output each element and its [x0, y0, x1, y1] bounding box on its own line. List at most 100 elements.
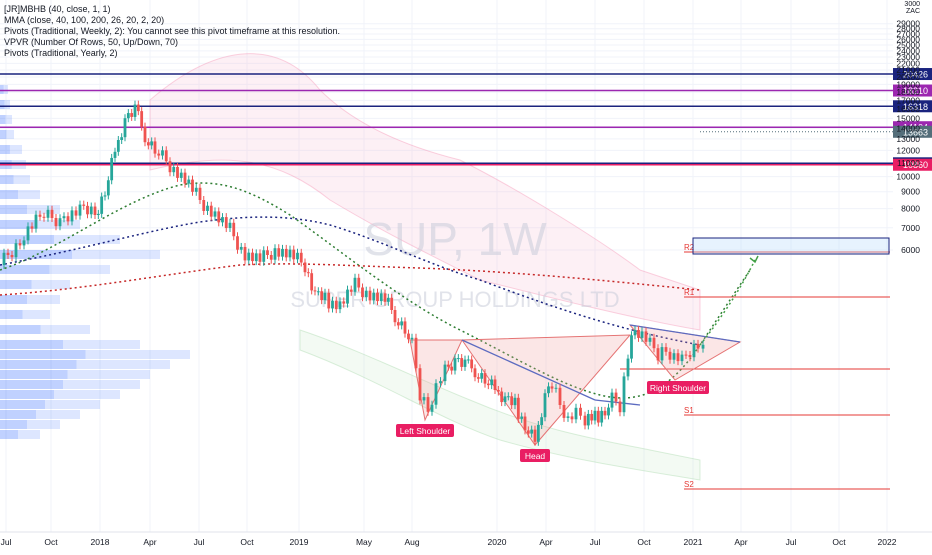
candle-body [626, 358, 630, 377]
candle-body [74, 210, 78, 216]
candle-body [610, 392, 614, 408]
time-tick: May [356, 537, 373, 547]
volume-bar [0, 205, 60, 214]
candle-body [168, 161, 172, 173]
candle-body [583, 415, 587, 426]
candle-body [258, 253, 262, 262]
candle-body [183, 172, 187, 184]
time-tick: Oct [637, 537, 651, 547]
candle-body [410, 337, 414, 340]
candle-body [161, 150, 164, 156]
volume-bar [0, 115, 12, 124]
volume-bar-up [0, 130, 7, 139]
volume-bar [0, 280, 70, 289]
candle-body [150, 141, 154, 146]
price-tick: 8000 [901, 204, 920, 214]
last-price-label: 13663 [903, 127, 928, 137]
candle-body [450, 366, 454, 371]
level-label-box [893, 100, 932, 113]
price-tick: 20000 [896, 72, 920, 82]
volume-bar-up [0, 190, 18, 199]
candle-body [396, 322, 400, 326]
candle-body [503, 396, 507, 403]
candle-body [376, 292, 379, 302]
candle-body [506, 396, 510, 398]
candle-body [493, 379, 497, 390]
volume-bar [0, 340, 140, 349]
legend-line-4[interactable]: VPVR (Number Of Rows, 50, Up/Down, 70) [4, 37, 178, 47]
candle-body [664, 347, 668, 352]
candle-body [221, 217, 224, 223]
candle-body [600, 410, 604, 423]
candle-body [342, 301, 346, 304]
annotation-box [647, 381, 709, 394]
time-tick: Apr [539, 537, 552, 547]
candle-body [422, 397, 426, 401]
price-tick: 25000 [896, 40, 920, 50]
volume-bar-up [0, 430, 18, 439]
candle-body [656, 348, 660, 361]
candle-body [434, 383, 438, 405]
grid-lines [0, 0, 893, 532]
volume-bar [0, 310, 50, 319]
candle-body [313, 290, 317, 292]
legend-line-2[interactable]: MMA (close, 40, 100, 200, 26, 20, 2, 20) [4, 15, 164, 25]
watermark-name: SUPER GROUP HOLDINGS LTD [290, 287, 619, 312]
candle-body [10, 255, 14, 258]
candle-body [652, 337, 656, 349]
candle-body [453, 358, 457, 371]
candle-body [228, 222, 232, 229]
candle-body [570, 416, 574, 420]
price-tick: 12000 [896, 145, 920, 155]
time-axis[interactable]: Jul Oct 2018 Apr Jul Oct 2019 May Aug 2020 Apr Jul O… [0, 531, 932, 550]
price-tick: 7000 [901, 223, 920, 233]
candle-body [306, 272, 310, 274]
time-tick: 2022 [878, 537, 897, 547]
legend-line-1[interactable]: [JR]MBHB (40, close, 1, 1) [4, 4, 111, 14]
volume-bar-up [0, 175, 14, 184]
candle-body [206, 205, 209, 211]
candle-body [490, 379, 494, 386]
projection-path [699, 259, 756, 346]
volume-bar-up [0, 115, 6, 124]
candle-body [239, 246, 243, 250]
volume-bar-up [0, 100, 5, 109]
candle-body [209, 205, 213, 217]
price-tick: 14000 [896, 123, 920, 133]
candle-body [486, 383, 490, 386]
candle-body [338, 301, 342, 310]
price-tick: 19000 [896, 79, 920, 89]
indicator-legend: [JR]MBHB (40, close, 1, 1) MMA (close, 4… [4, 4, 340, 58]
candle-body [106, 180, 110, 196]
time-tick: Jul [590, 537, 601, 547]
time-tick: Apr [143, 537, 156, 547]
candle-body [353, 277, 357, 292]
volume-bar-up [0, 295, 27, 304]
candle-body [26, 226, 30, 241]
legend-line-5[interactable]: Pivots (Traditional, Yearly, 2) [4, 48, 118, 58]
level-label-box [893, 84, 932, 97]
candle-body [100, 196, 104, 214]
candle-body [607, 407, 610, 416]
annotation-box [396, 424, 454, 437]
price-tick: 10000 [896, 172, 920, 182]
pivot-label: S1 [684, 406, 694, 415]
candle-body [42, 216, 46, 218]
candle-body [14, 243, 18, 258]
candlesticks [2, 100, 705, 446]
volume-bar-up [0, 310, 23, 319]
candle-body [456, 358, 460, 360]
time-tick: 2019 [290, 537, 309, 547]
candle-body [418, 368, 422, 401]
volume-bar-up [0, 220, 36, 229]
price-axis[interactable]: 2042618210163181410410970108601366360007… [893, 1, 932, 255]
candle-body [520, 416, 524, 419]
candle-body [334, 300, 338, 310]
candle-body [157, 153, 161, 156]
time-axis-bg [0, 532, 932, 550]
legend-line-3[interactable]: Pivots (Traditional, Weekly, 2): You can… [4, 26, 340, 36]
price-tick: 11000 [897, 158, 920, 168]
volume-bar [0, 265, 110, 274]
candle-body [603, 410, 607, 416]
